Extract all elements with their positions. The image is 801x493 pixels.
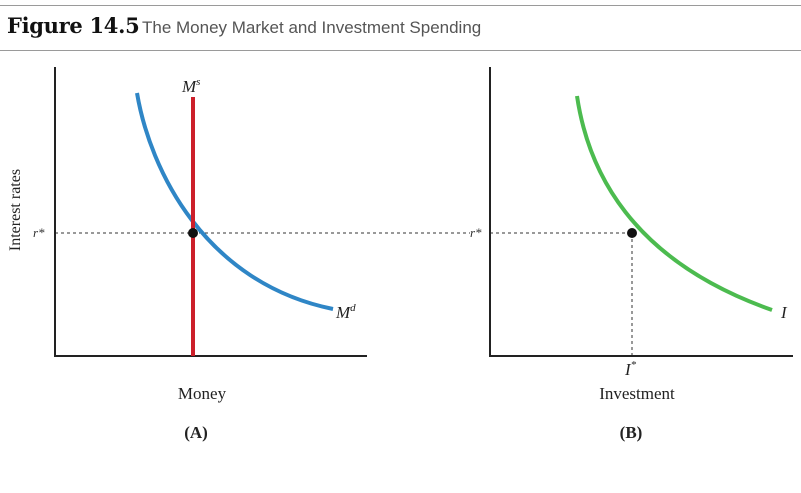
x-axis-label-investment: Investment xyxy=(599,384,675,403)
figure-label: Figure 14.5 xyxy=(7,13,140,38)
i-star-label: I* xyxy=(624,359,637,379)
header-bottom-rule xyxy=(0,50,801,51)
panel-label-b: (B) xyxy=(620,423,643,442)
figure-title: The Money Market and Investment Spending xyxy=(142,18,482,37)
header-top-rule xyxy=(0,5,801,6)
investment-curve-label: I xyxy=(780,303,788,322)
investment-curve xyxy=(575,95,773,312)
y-axis-label: Interest rates xyxy=(7,169,24,251)
panel-a: r* Ms Md Money (A) xyxy=(33,67,470,442)
r-star-label-b: r* xyxy=(470,225,482,240)
money-demand-label: Md xyxy=(335,302,356,322)
panel-b: r* I I* Investment (B) xyxy=(470,67,793,442)
money-supply-label: Ms xyxy=(181,76,200,96)
r-star-label-a: r* xyxy=(33,225,45,240)
equilibrium-point-b xyxy=(627,228,637,238)
panel-label-a: (A) xyxy=(184,423,208,442)
equilibrium-point-a xyxy=(188,228,198,238)
x-axis-label-money: Money xyxy=(178,384,227,403)
money-demand-curve xyxy=(135,92,334,311)
